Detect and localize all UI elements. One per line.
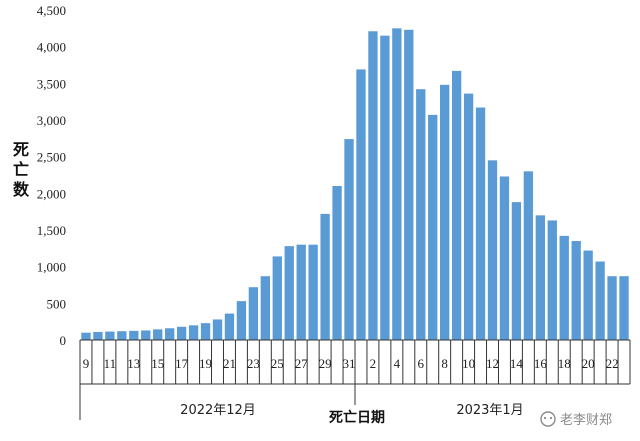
y-axis-label: 死亡数 xyxy=(13,140,30,199)
chat-bubble-icon xyxy=(540,411,556,427)
bar xyxy=(308,244,318,340)
bar xyxy=(523,171,534,340)
x-tick-label: 23 xyxy=(247,356,260,371)
x-tick-label: 10 xyxy=(462,356,475,371)
bar xyxy=(200,323,211,340)
bar xyxy=(284,246,294,340)
bar xyxy=(212,319,223,340)
x-tick-label: 27 xyxy=(295,356,309,371)
bar xyxy=(368,31,378,341)
y-tick-label: 4,000 xyxy=(37,40,66,55)
bar xyxy=(320,213,330,340)
y-tick-label: 2,500 xyxy=(37,150,66,165)
x-tick-label: 29 xyxy=(319,356,332,371)
x-tick-label: 19 xyxy=(199,356,212,371)
bars xyxy=(81,28,629,341)
x-tick-label: 12 xyxy=(486,356,499,371)
bar xyxy=(487,160,498,340)
bar xyxy=(571,241,581,340)
y-axis-tick-labels: 0 500 1,000 1,500 2,000 2,500 3,000 3,500 4,000 4… xyxy=(37,3,66,348)
x-tick-label: 21 xyxy=(223,356,236,371)
x-tick-label: 11 xyxy=(104,356,117,371)
x-axis-tick-labels: 9 11 13 15 17 19 21 23 25 27 29 31 2 4 6 8 10 12 14 16 18 20 2… xyxy=(83,356,619,371)
bar xyxy=(153,329,163,340)
watermark-text: 老李财郑 xyxy=(560,413,612,428)
bar xyxy=(428,114,438,340)
bar xyxy=(595,261,605,340)
bar xyxy=(344,139,354,340)
bar xyxy=(547,220,557,340)
bar xyxy=(416,89,426,340)
bar xyxy=(93,331,103,340)
x-axis-label: 死亡日期 xyxy=(328,409,385,426)
bar xyxy=(380,35,390,341)
x-tick-label: 2 xyxy=(370,356,377,371)
y-axis-label-char: 亡 xyxy=(13,160,29,179)
watermark: 老李财郑 xyxy=(540,411,612,428)
group-label-dec-2022: 2022年12月 xyxy=(180,403,256,418)
bar xyxy=(188,325,199,340)
bar xyxy=(356,69,366,341)
y-tick-label: 0 xyxy=(60,333,67,348)
x-tick-label: 18 xyxy=(558,356,571,371)
bar xyxy=(475,107,486,341)
bar xyxy=(105,331,115,340)
y-axis-label-char: 死 xyxy=(13,140,29,159)
bar xyxy=(619,276,629,340)
x-tick-label: 25 xyxy=(271,356,284,371)
x-tick-label: 9 xyxy=(83,356,90,371)
y-tick-label: 1,000 xyxy=(37,260,66,275)
bar xyxy=(451,70,462,340)
bar xyxy=(176,326,187,340)
x-tick-label: 20 xyxy=(582,356,595,371)
bar xyxy=(248,287,259,340)
bar xyxy=(440,84,450,340)
x-tick-label: 6 xyxy=(418,356,425,371)
bar xyxy=(272,256,282,340)
x-tick-label: 17 xyxy=(175,356,189,371)
x-tick-label: 14 xyxy=(510,356,524,371)
bar xyxy=(583,250,593,340)
x-tick-label: 31 xyxy=(343,356,356,371)
y-tick-label: 2,000 xyxy=(37,186,66,201)
y-tick-label: 500 xyxy=(47,296,67,311)
x-tick-label: 22 xyxy=(606,356,619,371)
bar xyxy=(141,330,151,340)
y-tick-label: 3,000 xyxy=(37,113,66,128)
bar xyxy=(499,176,510,340)
x-tick-label: 15 xyxy=(151,356,164,371)
bar xyxy=(559,235,569,340)
bar xyxy=(535,215,545,340)
bar xyxy=(296,244,306,340)
y-tick-label: 3,500 xyxy=(37,76,66,91)
x-tick-label: 8 xyxy=(441,356,448,371)
x-tick-label: 16 xyxy=(534,356,548,371)
bar xyxy=(165,328,175,340)
bar xyxy=(117,331,127,340)
bar xyxy=(224,313,235,340)
bar xyxy=(607,276,617,340)
bar xyxy=(332,186,342,340)
bar xyxy=(463,93,474,340)
y-axis-label-char: 数 xyxy=(13,180,30,199)
axes xyxy=(79,339,631,420)
y-tick-label: 4,500 xyxy=(37,3,66,18)
bar xyxy=(260,276,270,340)
bar xyxy=(81,332,91,340)
bar xyxy=(511,202,522,340)
bar xyxy=(392,28,402,340)
y-tick-label: 1,500 xyxy=(37,223,66,238)
x-tick-label: 4 xyxy=(394,356,401,371)
group-label-jan-2023: 2023年1月 xyxy=(456,403,523,418)
bar xyxy=(236,301,247,340)
x-tick-label: 13 xyxy=(127,356,140,371)
bar xyxy=(129,330,139,340)
bar xyxy=(404,29,414,341)
